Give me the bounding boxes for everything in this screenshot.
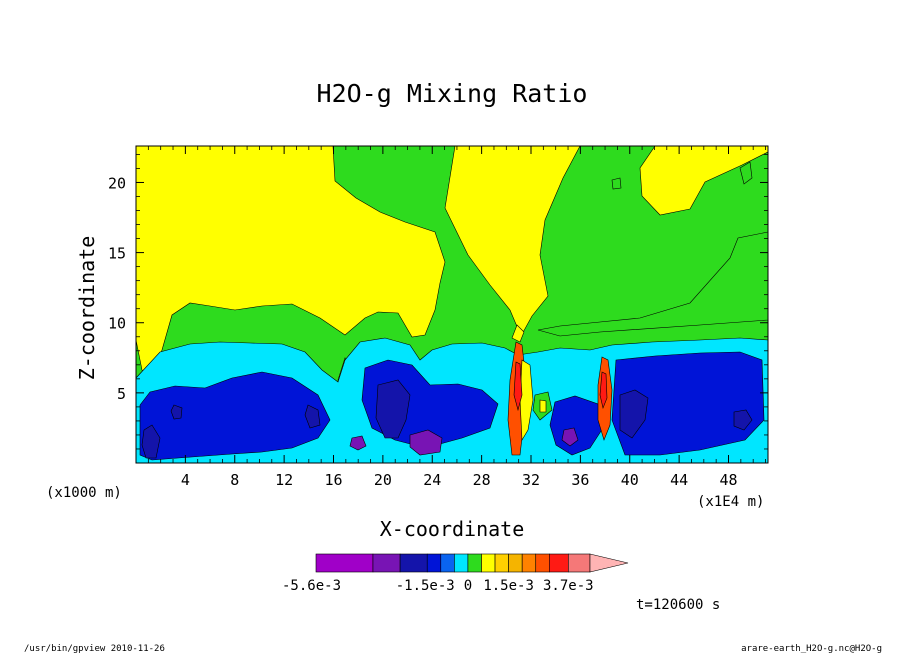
footer-program: /usr/bin/gpview 2010-11-26	[24, 644, 165, 654]
contour-navy-core	[375, 379, 411, 439]
x-tick-label: 20	[374, 471, 392, 489]
colorbar-cell	[481, 553, 496, 573]
contour-blue-core	[611, 351, 765, 456]
plot-frame	[135, 145, 769, 464]
contour-convective-core	[513, 361, 523, 412]
x-tick-label: 24	[423, 471, 441, 489]
colorbar-cell	[399, 553, 428, 573]
contour-green-speck	[611, 177, 622, 190]
y-tick-label: 20	[108, 174, 126, 192]
colorbar-cell	[494, 553, 509, 573]
chart-title: H2O-g Mixing Ratio	[317, 79, 588, 108]
contour-yellow-streak	[511, 324, 525, 343]
contour-yellow-speck	[539, 399, 547, 413]
x-tick-label: 36	[571, 471, 589, 489]
contour-purple-core	[409, 429, 443, 456]
colorbar-label: 1.5e-3	[483, 578, 534, 594]
footer-source: arare-earth_H2O-g.nc@H2O-g	[741, 644, 882, 654]
colorbar-cell	[467, 553, 482, 573]
x-tick-label: 16	[324, 471, 342, 489]
contour-convective-core	[599, 371, 608, 410]
y-tick-label: 10	[108, 315, 126, 333]
x-tick-label: 12	[275, 471, 293, 489]
contour-green-strand	[537, 231, 768, 337]
colorbar-cell	[315, 553, 374, 573]
x-tick-label: 4	[181, 471, 190, 489]
colorbar	[315, 553, 629, 573]
colorbar-labels: -5.6e-3 -1.5e-3 0 1.5e-3 3.7e-3	[282, 578, 594, 594]
x-tick-label: 40	[621, 471, 639, 489]
x-tick-label: 48	[719, 471, 737, 489]
y-axis-label: Z-coordinate	[75, 236, 99, 381]
x-tick-label: 8	[230, 471, 239, 489]
contour-purple-core	[349, 435, 367, 451]
x-axis-units: (x1E4 m)	[697, 494, 764, 510]
x-tick-label: 44	[670, 471, 688, 489]
colorbar-label: 3.7e-3	[543, 578, 594, 594]
colorbar-label: 0	[464, 578, 472, 594]
colorbar-cell	[508, 553, 523, 573]
colorbar-cell	[535, 553, 550, 573]
y-axis-units: (x1000 m)	[46, 485, 122, 501]
contour-navy-core	[141, 424, 161, 459]
colorbar-overflow-arrow	[589, 553, 629, 573]
contour-navy-core	[170, 404, 183, 420]
y-axis-ticks: 5 10 15 20	[108, 154, 768, 450]
colorbar-label: -1.5e-3	[396, 578, 455, 594]
contour-blue-core	[139, 371, 331, 461]
time-label: t=120600 s	[636, 597, 720, 613]
colorbar-cell	[426, 553, 442, 573]
contour-green-speck	[739, 161, 753, 185]
colorbar-cell	[454, 553, 469, 573]
x-tick-label: 32	[522, 471, 540, 489]
x-axis-ticks: 4 8 12 16 20 24 28 32 36 40 44 48	[147, 146, 766, 489]
contour-navy-core	[619, 389, 649, 439]
colorbar-cell	[440, 553, 455, 573]
x-axis-label: X-coordinate	[380, 517, 525, 541]
y-tick-label: 5	[117, 385, 126, 403]
colorbar-cell	[372, 553, 401, 573]
y-tick-label: 15	[108, 245, 126, 263]
contour-fills	[136, 146, 768, 463]
contour-purple-core	[561, 427, 579, 447]
contour-navy-core	[304, 404, 321, 429]
x-tick-label: 28	[473, 471, 491, 489]
colorbar-cell	[521, 553, 537, 573]
contour-navy-core	[733, 409, 753, 431]
colorbar-cell	[549, 553, 569, 573]
colorbar-cell	[567, 553, 591, 573]
colorbar-label: -5.6e-3	[282, 578, 341, 594]
